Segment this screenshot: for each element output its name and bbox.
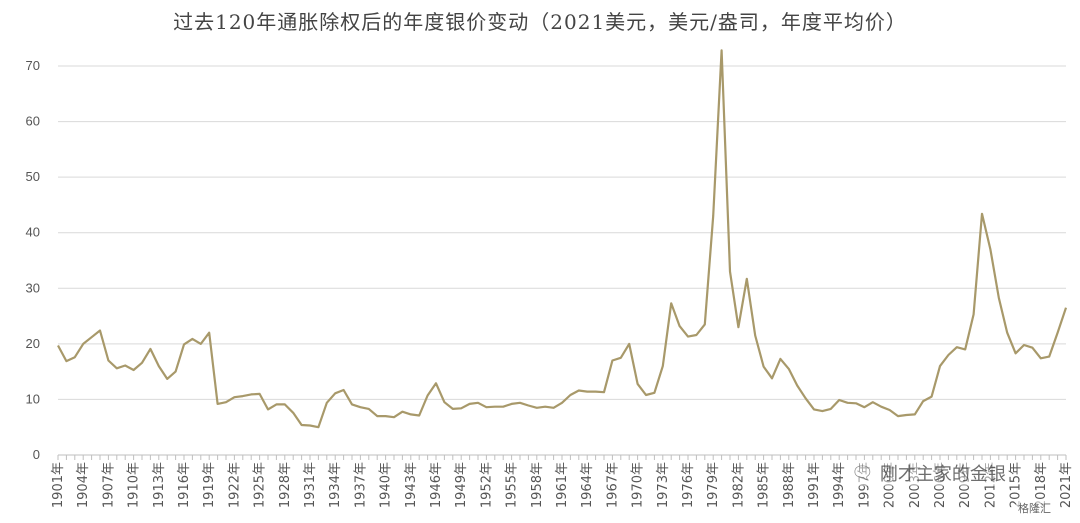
x-tick-label: 2012年 [983, 462, 998, 508]
y-tick-label: 60 [26, 114, 40, 129]
x-tick-label: 1982年 [731, 462, 746, 508]
x-tick-label: 1976年 [681, 462, 696, 508]
x-tick-label: 1949年 [454, 462, 469, 508]
x-tick-label: 1964年 [580, 462, 595, 508]
x-tick-label: 1970年 [631, 462, 646, 508]
x-tick-label: 1943年 [404, 462, 419, 508]
y-tick-label: 40 [26, 225, 40, 240]
x-axis-ticks: 1901年 1904年 1907年 1910年 1913年 1916年 1919年 1922年… [51, 462, 1074, 508]
x-tick-label: 1985年 [757, 462, 772, 508]
x-tick-label: 1997年 [857, 462, 872, 508]
series-layer [57, 49, 1068, 429]
chat-bubble-icon: 🗨 [851, 462, 874, 484]
y-tick-label: 0 [33, 447, 40, 462]
x-tick-label: 1937年 [353, 462, 368, 508]
x-tick-label: 1961年 [555, 462, 570, 508]
x-tick-label: 1946年 [429, 462, 444, 508]
x-tick-label: 1919年 [202, 462, 217, 508]
x-tick-label: 1910年 [127, 462, 142, 508]
y-tick-label: 70 [26, 58, 40, 73]
x-tick-label: 1994年 [832, 462, 847, 508]
y-tick-label: 30 [26, 280, 40, 295]
x-axis [57, 454, 1067, 460]
x-tick-label: 1931年 [303, 462, 318, 508]
watermark-text: 刚才主家的金银 [879, 464, 1006, 485]
watermark: 🗨 刚才主家的金银 [848, 460, 1009, 486]
y-tick-label: 10 [26, 391, 40, 406]
x-tick-label: 1925年 [253, 462, 268, 508]
x-tick-label: 1922年 [227, 462, 242, 508]
x-tick-label: 2006年 [933, 462, 948, 508]
x-tick-label: 1913年 [152, 462, 167, 508]
x-tick-label: 1955年 [505, 462, 520, 508]
y-axis-ticks: 0 10 20 30 40 50 60 70 [26, 58, 40, 462]
x-tick-label: 2021年 [1059, 462, 1074, 508]
x-tick-label: 1958年 [530, 462, 545, 508]
x-tick-label: 2003年 [908, 462, 923, 508]
y-tick-label: 50 [26, 169, 40, 184]
badge-text: 格隆汇 [1018, 502, 1051, 515]
x-tick-label: 1928年 [278, 462, 293, 508]
x-tick-label: 2015年 [1009, 462, 1024, 508]
x-tick-label: 1979年 [706, 462, 721, 508]
chart-title: 过去120年通胀除权后的年度银价变动（2021美元，美元/盎司，年度平均价） [173, 10, 907, 34]
x-tick-label: 1940年 [379, 462, 394, 508]
grid-lines [58, 65, 1066, 400]
x-tick-label: 1952年 [479, 462, 494, 508]
x-tick-label: 1904年 [76, 462, 91, 508]
series-line-0 [57, 49, 1068, 429]
x-tick-label: 1907年 [101, 462, 116, 508]
x-tick-label: 1991年 [807, 462, 822, 508]
x-tick-label: 1973年 [656, 462, 671, 508]
x-tick-label: 1916年 [177, 462, 192, 508]
x-tick-label: 2018年 [1034, 462, 1049, 508]
x-tick-label: 1934年 [328, 462, 343, 508]
x-tick-label: 1967年 [605, 462, 620, 508]
x-tick-label: 2000年 [883, 462, 898, 508]
x-tick-label: 2009年 [958, 462, 973, 508]
source-badge: 格隆汇 [1016, 500, 1053, 516]
x-tick-label: 1988年 [782, 462, 797, 508]
x-tick-label: 1901年 [51, 462, 66, 508]
y-tick-label: 20 [26, 336, 40, 351]
